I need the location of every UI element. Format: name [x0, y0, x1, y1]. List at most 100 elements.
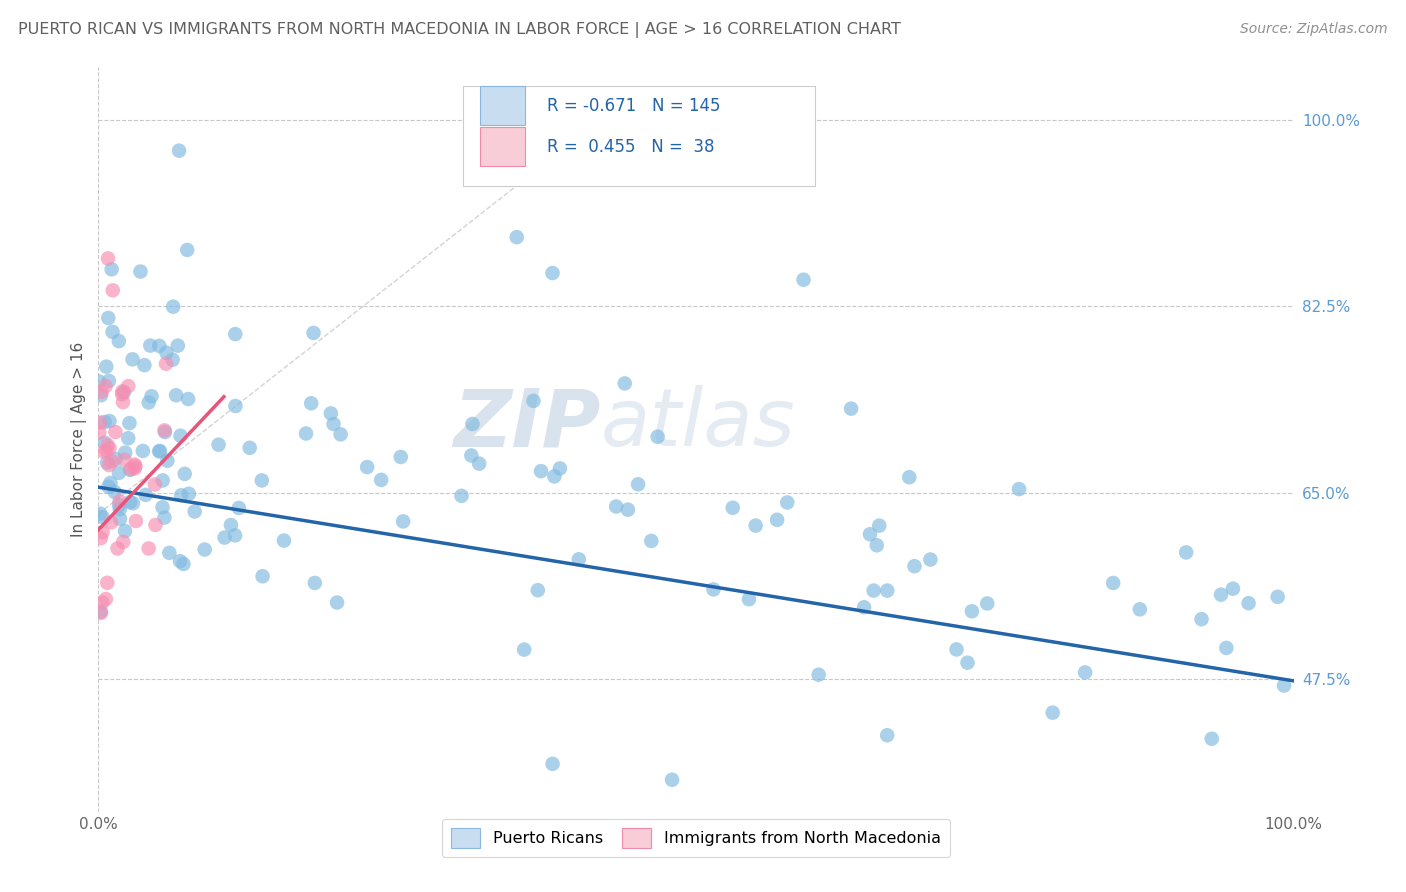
Puerto Ricans — [568, 552, 591, 566]
Puerto Ricans — [617, 502, 640, 516]
Text: PUERTO RICAN VS IMMIGRANTS FROM NORTH MACEDONIA IN LABOR FORCE | AGE > 16 CORREL: PUERTO RICAN VS IMMIGRANTS FROM NORTH MA… — [18, 22, 901, 38]
Puerto Ricans — [522, 393, 544, 408]
Puerto Ricans — [1102, 576, 1125, 591]
Puerto Ricans — [176, 243, 198, 257]
Puerto Ricans — [100, 475, 122, 490]
Puerto Ricans — [721, 500, 744, 515]
Puerto Ricans — [108, 502, 131, 516]
Puerto Ricans — [93, 415, 115, 429]
Puerto Ricans — [96, 456, 118, 470]
Puerto Ricans — [97, 310, 120, 325]
Puerto Ricans — [299, 396, 322, 410]
Puerto Ricans — [273, 533, 295, 548]
FancyBboxPatch shape — [479, 128, 524, 166]
Puerto Ricans — [738, 592, 761, 607]
Puerto Ricans — [605, 500, 627, 514]
Puerto Ricans — [868, 518, 890, 533]
Puerto Ricans — [93, 435, 115, 450]
Immigrants from North Macedonia — [125, 514, 148, 528]
Text: ZIP: ZIP — [453, 385, 600, 464]
Puerto Ricans — [104, 452, 127, 467]
Puerto Ricans — [627, 477, 650, 491]
Text: Source: ZipAtlas.com: Source: ZipAtlas.com — [1240, 22, 1388, 37]
Puerto Ricans — [859, 527, 882, 541]
Puerto Ricans — [132, 444, 155, 458]
Puerto Ricans — [121, 352, 143, 367]
Puerto Ricans — [468, 457, 491, 471]
Puerto Ricans — [141, 389, 163, 403]
Immigrants from North Macedonia — [107, 541, 129, 556]
Puerto Ricans — [156, 453, 179, 467]
Immigrants from North Macedonia — [124, 461, 146, 475]
Text: R =  0.455   N =  38: R = 0.455 N = 38 — [547, 137, 714, 155]
Puerto Ricans — [876, 583, 898, 598]
Immigrants from North Macedonia — [101, 284, 124, 298]
Puerto Ricans — [228, 500, 250, 515]
Immigrants from North Macedonia — [153, 423, 176, 437]
Puerto Ricans — [853, 600, 876, 615]
Immigrants from North Macedonia — [117, 379, 139, 393]
Y-axis label: In Labor Force | Age > 16: In Labor Force | Age > 16 — [72, 342, 87, 537]
Puerto Ricans — [356, 460, 378, 475]
Puerto Ricans — [101, 325, 124, 339]
Immigrants from North Macedonia — [155, 357, 177, 371]
Puerto Ricans — [177, 487, 200, 501]
Puerto Ricans — [613, 376, 636, 391]
Puerto Ricans — [766, 513, 789, 527]
Immigrants from North Macedonia — [98, 441, 121, 455]
Puerto Ricans — [1215, 640, 1237, 655]
Puerto Ricans — [329, 427, 352, 442]
Puerto Ricans — [100, 262, 122, 277]
Immigrants from North Macedonia — [120, 462, 142, 476]
Puerto Ricans — [224, 528, 246, 542]
Immigrants from North Macedonia — [94, 379, 117, 393]
Puerto Ricans — [866, 538, 889, 552]
Immigrants from North Macedonia — [114, 452, 136, 467]
Immigrants from North Macedonia — [90, 384, 112, 399]
Puerto Ricans — [117, 431, 139, 445]
Puerto Ricans — [108, 498, 131, 512]
Puerto Ricans — [960, 604, 983, 618]
Immigrants from North Macedonia — [112, 535, 135, 549]
Puerto Ricans — [169, 554, 191, 568]
Immigrants from North Macedonia — [143, 477, 166, 491]
Puerto Ricans — [183, 504, 205, 518]
Puerto Ricans — [135, 488, 157, 502]
Puerto Ricans — [129, 264, 152, 278]
Immigrants from North Macedonia — [104, 425, 127, 439]
Puerto Ricans — [155, 345, 177, 359]
Puerto Ricans — [898, 470, 921, 484]
Puerto Ricans — [165, 388, 187, 402]
Puerto Ricans — [1272, 679, 1295, 693]
Puerto Ricans — [839, 401, 862, 416]
Puerto Ricans — [322, 417, 344, 431]
Puerto Ricans — [450, 489, 472, 503]
Puerto Ricans — [166, 339, 188, 353]
Puerto Ricans — [108, 334, 131, 348]
Puerto Ricans — [1129, 602, 1152, 616]
Puerto Ricans — [112, 385, 135, 400]
Puerto Ricans — [167, 144, 190, 158]
Puerto Ricans — [530, 464, 553, 478]
FancyBboxPatch shape — [479, 87, 524, 125]
Immigrants from North Macedonia — [97, 252, 120, 266]
Puerto Ricans — [139, 338, 162, 352]
Puerto Ricans — [87, 375, 110, 389]
Puerto Ricans — [389, 450, 412, 464]
Immigrants from North Macedonia — [96, 575, 118, 590]
Puerto Ricans — [173, 467, 195, 481]
Immigrants from North Macedonia — [89, 425, 111, 440]
Puerto Ricans — [194, 542, 217, 557]
Puerto Ricans — [153, 425, 176, 439]
Puerto Ricans — [224, 327, 246, 342]
Puerto Ricans — [304, 576, 326, 591]
Puerto Ricans — [152, 474, 174, 488]
Puerto Ricans — [1209, 588, 1232, 602]
Puerto Ricans — [122, 496, 145, 510]
Puerto Ricans — [862, 583, 884, 598]
Puerto Ricans — [224, 399, 246, 413]
Puerto Ricans — [807, 667, 830, 681]
Puerto Ricans — [302, 326, 325, 340]
Puerto Ricans — [172, 557, 194, 571]
Immigrants from North Macedonia — [91, 525, 114, 540]
